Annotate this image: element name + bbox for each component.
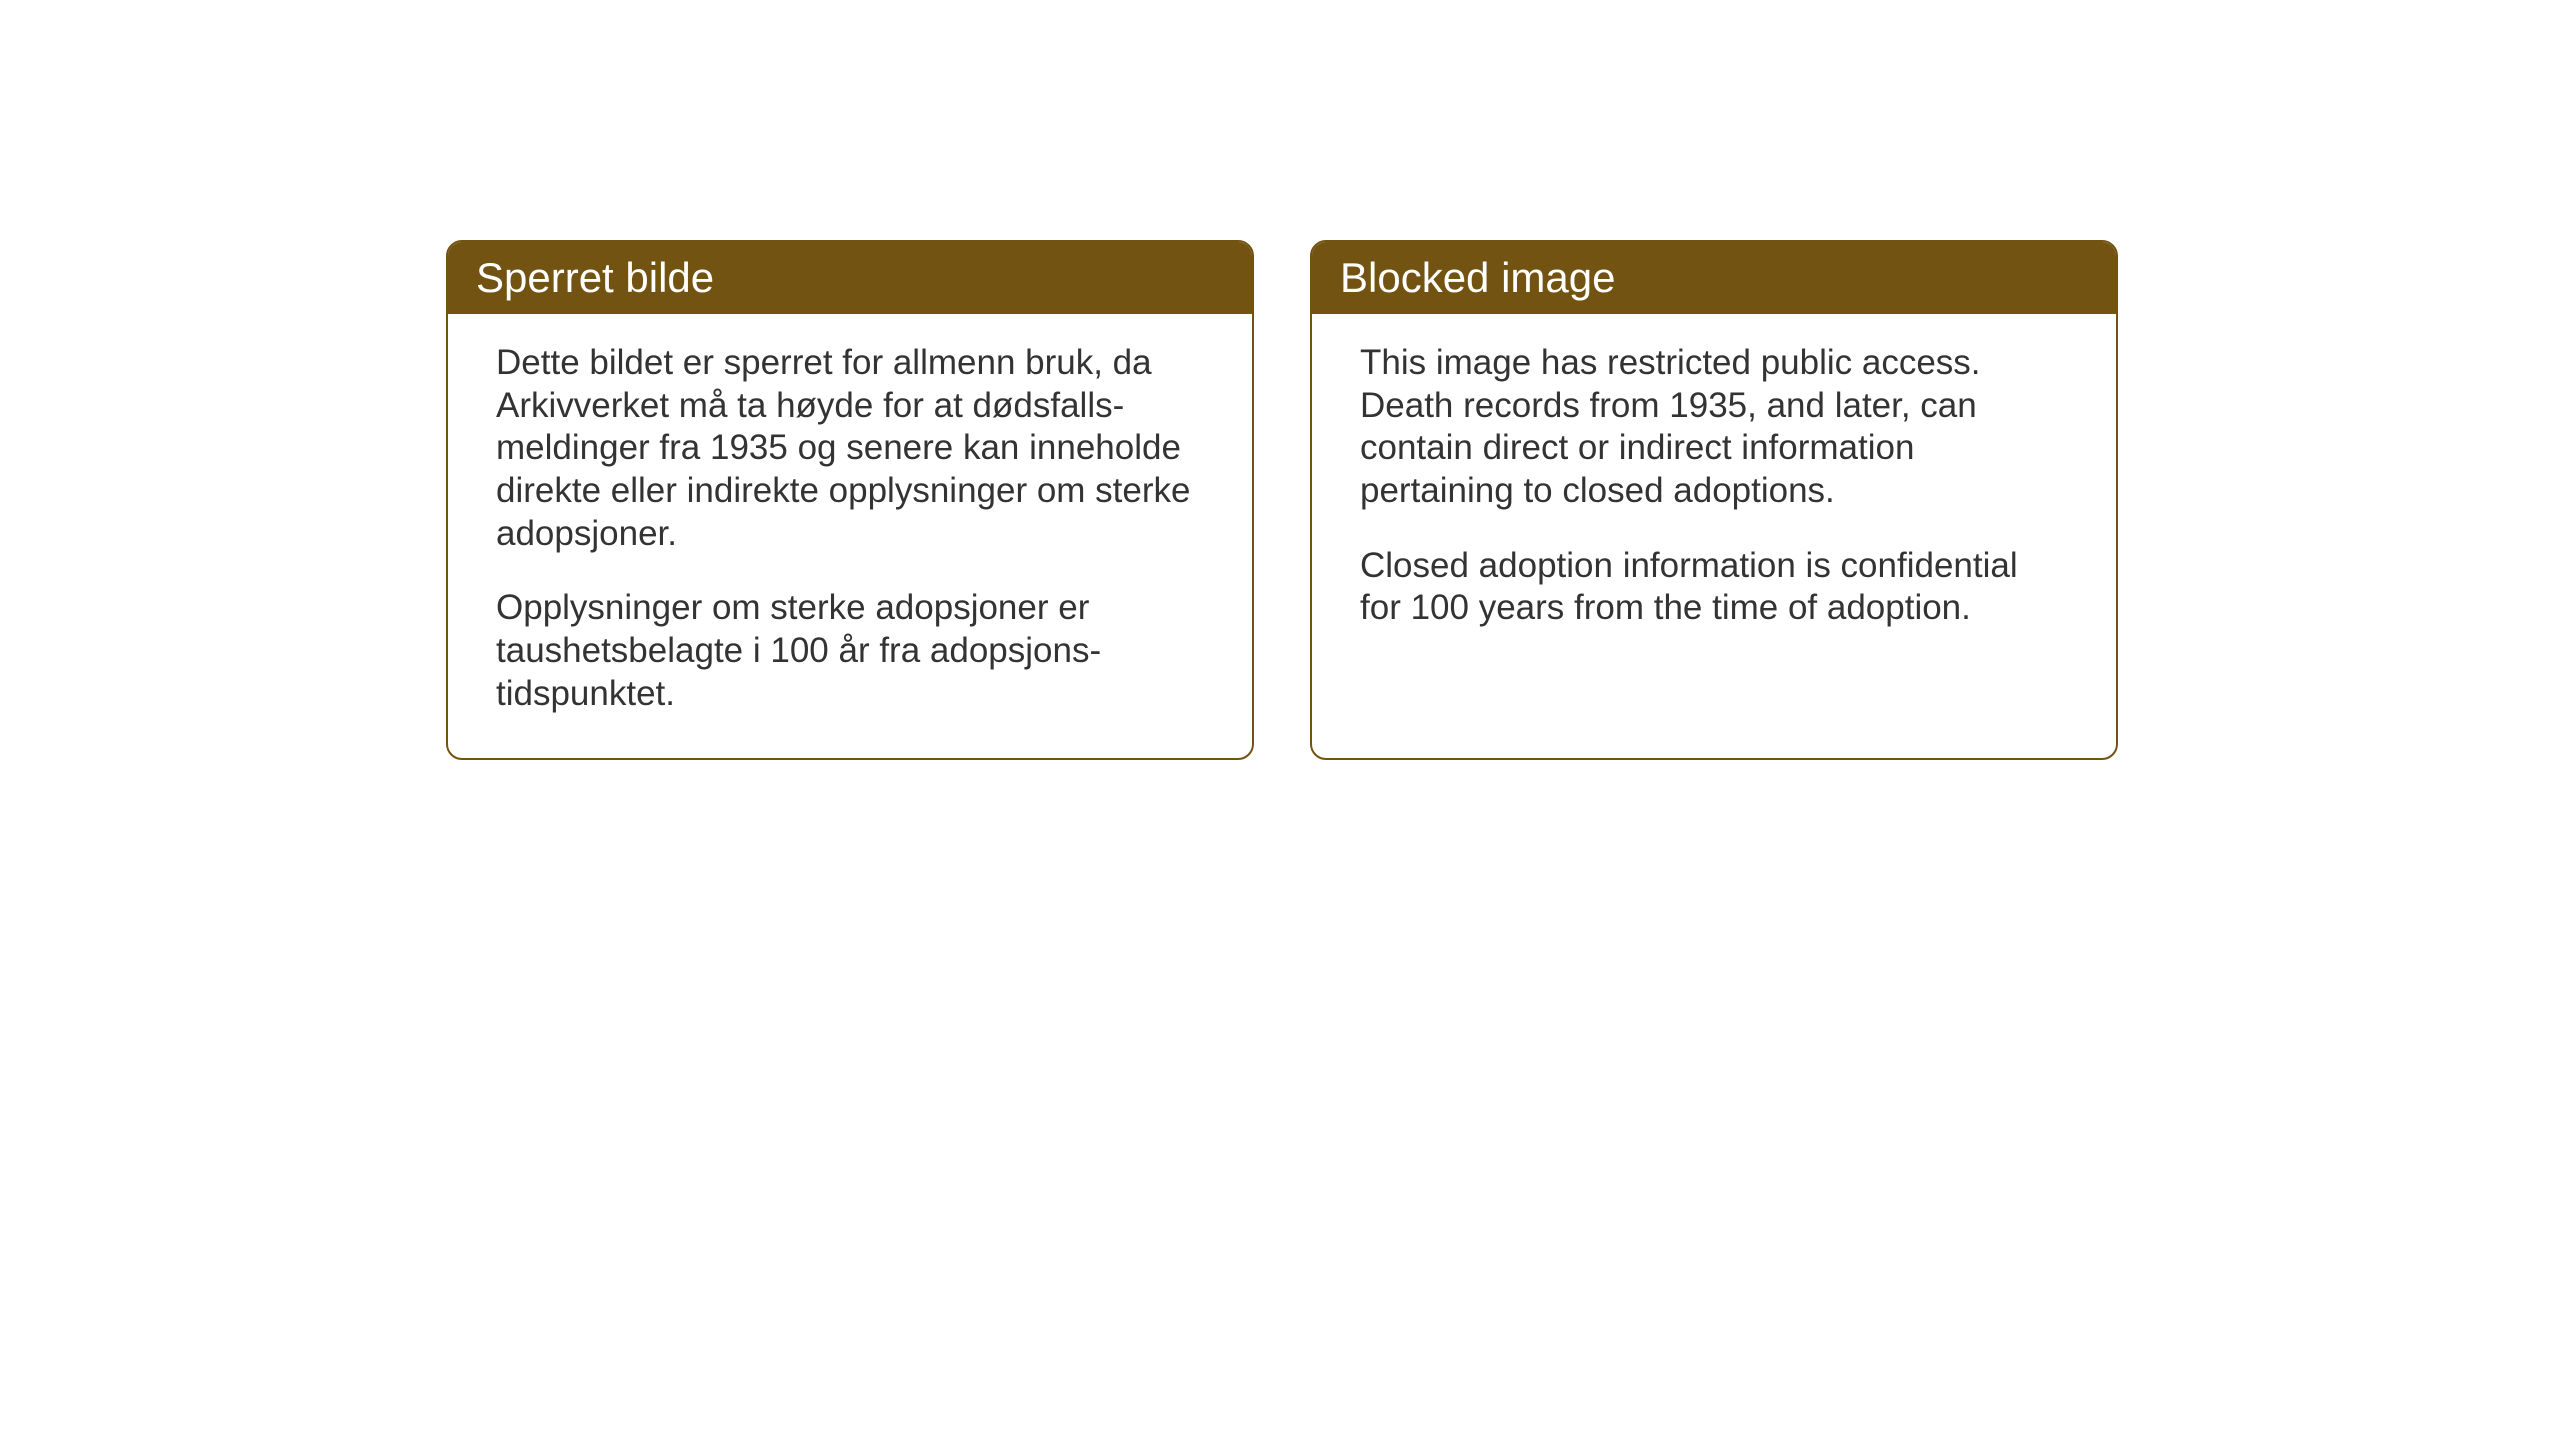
english-card-header: Blocked image bbox=[1312, 242, 2116, 314]
norwegian-paragraph-1: Dette bildet er sperret for allmenn bruk… bbox=[496, 342, 1204, 555]
english-card-title: Blocked image bbox=[1340, 254, 1615, 301]
english-paragraph-2: Closed adoption information is confident… bbox=[1360, 545, 2068, 630]
norwegian-card-body: Dette bildet er sperret for allmenn bruk… bbox=[448, 314, 1252, 758]
norwegian-card-header: Sperret bilde bbox=[448, 242, 1252, 314]
english-paragraph-1: This image has restricted public access.… bbox=[1360, 342, 2068, 513]
notice-container: Sperret bilde Dette bildet er sperret fo… bbox=[446, 240, 2118, 760]
norwegian-notice-card: Sperret bilde Dette bildet er sperret fo… bbox=[446, 240, 1254, 760]
norwegian-paragraph-2: Opplysninger om sterke adopsjoner er tau… bbox=[496, 587, 1204, 715]
norwegian-card-title: Sperret bilde bbox=[476, 254, 714, 301]
english-notice-card: Blocked image This image has restricted … bbox=[1310, 240, 2118, 760]
english-card-body: This image has restricted public access.… bbox=[1312, 314, 2116, 672]
